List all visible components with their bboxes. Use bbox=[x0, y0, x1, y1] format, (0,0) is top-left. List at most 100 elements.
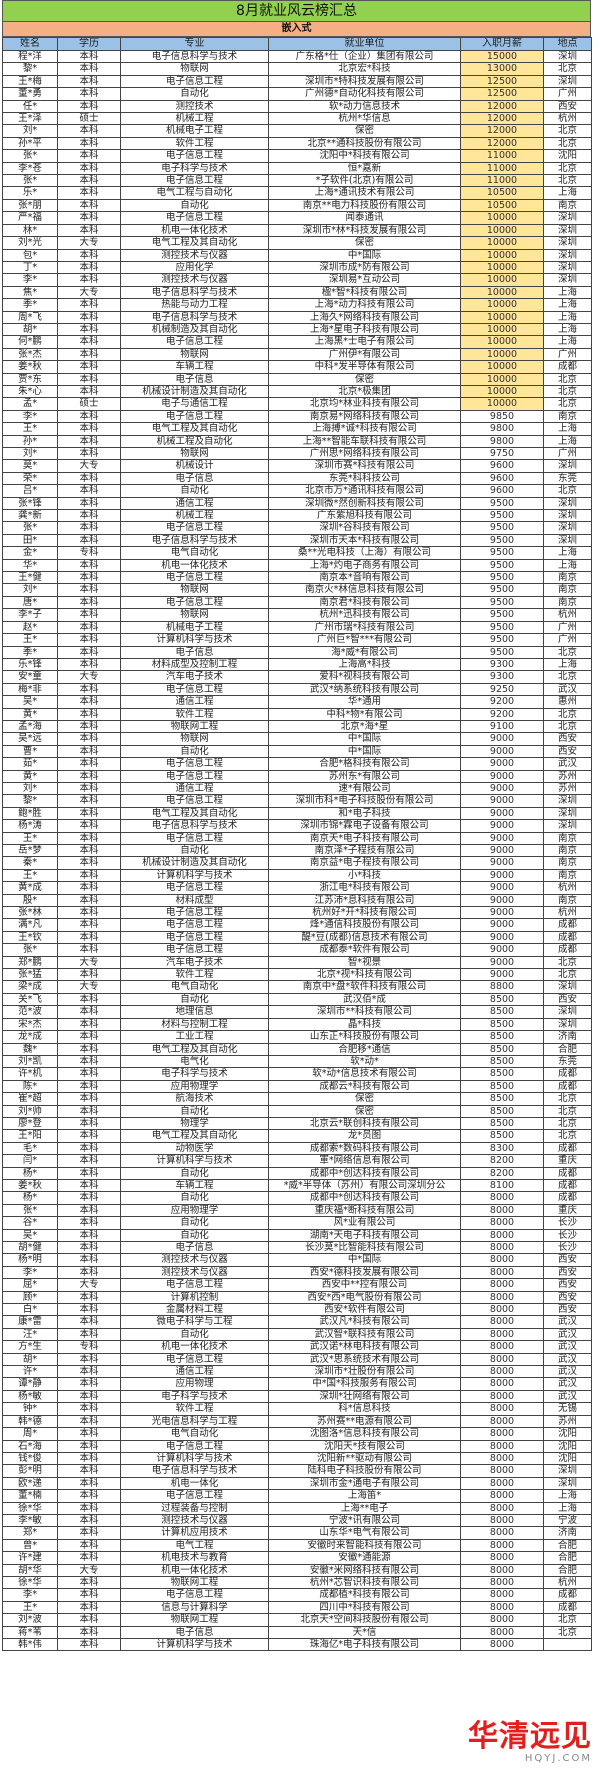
cell-employer: 软*动力信息技术 bbox=[268, 99, 461, 114]
cell-location: 合肥 bbox=[543, 1563, 592, 1577]
cell-name: 王*梅 bbox=[2, 74, 58, 89]
cell-employer: 重庆福*断科技有限公司 bbox=[268, 1203, 461, 1218]
cell-employer: 华*通用 bbox=[268, 695, 461, 709]
cell-employer: 保密 bbox=[268, 1092, 461, 1106]
table-row: 李*敏 本科 测控技术与仪器 宁波*讯有限公司 8000 宁波 bbox=[2, 1513, 592, 1528]
cell-name: 程*洋 bbox=[2, 49, 58, 64]
cell-location: 上海 bbox=[543, 310, 592, 324]
cell-major: 工业工程 bbox=[120, 1030, 269, 1044]
cell-location: 成都 bbox=[543, 1178, 592, 1193]
cell-salary: 9000 bbox=[460, 906, 544, 920]
cell-employer: 保密 bbox=[268, 236, 461, 250]
cell-location: 北京 bbox=[543, 397, 592, 411]
cell-location: 上海 bbox=[543, 558, 592, 573]
cell-name: 杨*涛 bbox=[2, 819, 58, 833]
table-row: 韩*伟 本科 计算机科学与技术 珠海亿*电子科技有限公司 8000 bbox=[2, 1637, 592, 1652]
table-row: 闫* 本科 计算机科学与技术 軍*网络信息有限公司 8200 重庆 bbox=[2, 1154, 592, 1168]
cell-name: 黄*成 bbox=[2, 881, 58, 895]
cell-education: 本科 bbox=[57, 1253, 121, 1267]
cell-employer: 西安*西*电气股份有限公司 bbox=[268, 1290, 461, 1305]
cell-name: 田* bbox=[2, 533, 58, 548]
cell-name: 杨*明 bbox=[2, 1253, 58, 1267]
cell-location: 苏州 bbox=[543, 769, 592, 783]
cell-education: 本科 bbox=[57, 881, 121, 895]
cell-major: 航海技术 bbox=[120, 1092, 269, 1106]
cell-employer: 南京火*林信息科技有限公司 bbox=[268, 583, 461, 597]
cell-location: 武汉 bbox=[543, 757, 592, 771]
cell-salary: 8000 bbox=[460, 1451, 544, 1466]
cell-employer: 武汉凡*科技有限公司 bbox=[268, 1315, 461, 1329]
table-row: 屈* 大专 电子信息工程 西安中**控有限公司 8000 西安 bbox=[2, 1278, 592, 1292]
cell-location: 深圳 bbox=[543, 74, 592, 89]
cell-location: 南京 bbox=[543, 893, 592, 908]
table-row: 吴* 本科 通信工程 华*通用 9200 惠州 bbox=[2, 695, 592, 709]
cell-location: 重庆 bbox=[543, 1203, 592, 1218]
cell-name: 王*健 bbox=[2, 571, 58, 585]
cell-employer: 保密 bbox=[268, 124, 461, 138]
cell-major: 电子信息工程 bbox=[120, 1352, 269, 1367]
cell-education: 本科 bbox=[57, 87, 121, 101]
cell-salary: 10000 bbox=[460, 260, 544, 275]
cell-location: 沈阳 bbox=[543, 1451, 592, 1466]
cell-employer: 中*国*科技服务有限公司 bbox=[268, 1377, 461, 1391]
spreadsheet: 8月就业风云榜汇总 嵌入式 姓名 学历 专业 就业单位 入职月薪 地点 程*洋本… bbox=[2, 0, 592, 1652]
cell-location: 深圳 bbox=[543, 1476, 592, 1491]
cell-name: 王* bbox=[2, 422, 58, 436]
cell-employer: 深圳易*互动公司 bbox=[268, 273, 461, 287]
cell-education: 本科 bbox=[57, 1365, 121, 1379]
cell-education: 本科 bbox=[57, 409, 121, 424]
cell-employer: 深圳市锦*霖电子设备有限公司 bbox=[268, 819, 461, 833]
cell-employer: 沈图洛*信息科技有限公司 bbox=[268, 1427, 461, 1441]
cell-location: 深圳 bbox=[543, 819, 592, 833]
cell-major: 通信工程 bbox=[120, 1365, 269, 1379]
cell-education: 本科 bbox=[57, 1005, 121, 1019]
cell-name: 张* bbox=[2, 943, 58, 957]
table-row: 刘* 本科 物联网 广州思*网络科技有限公司 9750 广州 bbox=[2, 446, 592, 461]
cell-employer: 深圳市科*电子科技股份有限公司 bbox=[268, 794, 461, 808]
cell-education: 本科 bbox=[57, 633, 121, 647]
cell-name: 金* bbox=[2, 546, 58, 560]
header-name: 姓名 bbox=[2, 37, 58, 51]
cell-location: 成都 bbox=[543, 1191, 592, 1205]
cell-employer: 南京君*科技有限公司 bbox=[268, 595, 461, 610]
cell-education: 大专 bbox=[57, 980, 121, 994]
cell-major: 计算机控制 bbox=[120, 1290, 269, 1305]
cell-employer: 杭州好*开*科技有限公司 bbox=[268, 906, 461, 920]
cell-name: 许*建 bbox=[2, 1551, 58, 1565]
cell-employer: 软*动* bbox=[268, 1054, 461, 1069]
table-row: 安*童 大专 汽车电子技术 爱科*视科技有限公司 9300 北京 bbox=[2, 670, 592, 684]
cell-salary: 9000 bbox=[460, 968, 544, 982]
cell-education: 本科 bbox=[57, 248, 121, 262]
cell-name: 张*杰 bbox=[2, 347, 58, 362]
cell-salary: 10000 bbox=[460, 211, 544, 225]
cell-employer: 浙江电*科技有限公司 bbox=[268, 881, 461, 895]
cell-education: 本科 bbox=[57, 558, 121, 573]
cell-employer: 深圳市赛*科技有限公司 bbox=[268, 459, 461, 473]
table-row: 胡*健 本科 电子信息 长沙莫*比智能科技有限公司 8000 长沙 bbox=[2, 1240, 592, 1255]
cell-employer: 智*视景 bbox=[268, 955, 461, 970]
cell-major: 机械工程 bbox=[120, 112, 269, 126]
cell-major: 电子信息 bbox=[120, 645, 269, 659]
cell-salary: 9500 bbox=[460, 533, 544, 548]
cell-education: 大专 bbox=[57, 955, 121, 970]
cell-education: 本科 bbox=[57, 1240, 121, 1255]
cell-salary: 8000 bbox=[460, 1588, 544, 1602]
cell-major: 电子信息科学与技术 bbox=[120, 49, 269, 64]
cell-name: 廖*登 bbox=[2, 1116, 58, 1131]
cell-salary: 8000 bbox=[460, 1240, 544, 1255]
cell-location: 武汉 bbox=[543, 1352, 592, 1367]
cell-employer: 风*业有限公司 bbox=[268, 1216, 461, 1230]
cell-name: 胡*华 bbox=[2, 1563, 58, 1577]
cell-salary: 9500 bbox=[460, 546, 544, 560]
table-row: 郑* 本科 计算机应用技术 山东华*电气有限公司 8000 济南 bbox=[2, 1526, 592, 1540]
cell-location: 深圳 bbox=[543, 806, 592, 821]
cell-education: 本科 bbox=[57, 1501, 121, 1515]
cell-salary: 8000 bbox=[460, 1427, 544, 1441]
cell-major: 电气自动化 bbox=[120, 980, 269, 994]
cell-location: 深圳 bbox=[543, 273, 592, 287]
cell-location: 成都 bbox=[543, 1141, 592, 1156]
cell-name: 孟* bbox=[2, 397, 58, 411]
table-row: 孙*平 本科 软件工程 北京**通科技股份有限公司 12000 北京 bbox=[2, 136, 592, 151]
cell-salary: 10000 bbox=[460, 347, 544, 362]
cell-education: 本科 bbox=[57, 384, 121, 399]
